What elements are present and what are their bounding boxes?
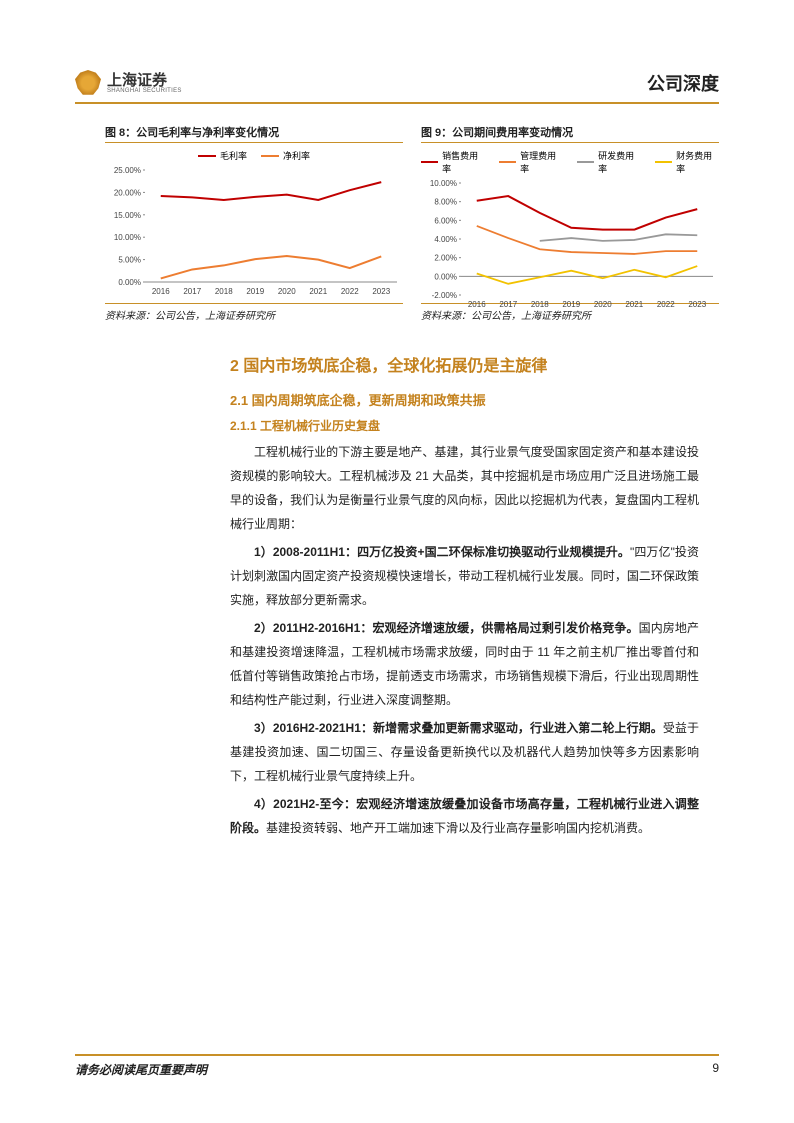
svg-text:2022: 2022 <box>341 287 359 296</box>
section-h3: 2.1 国内周期筑底企稳，更新周期和政策共振 <box>230 390 699 409</box>
page-number: 9 <box>712 1061 719 1078</box>
svg-text:2020: 2020 <box>278 287 296 296</box>
para-4-bold: 3）2016H2-2021H1：新增需求叠加更新需求驱动，行业进入第二轮上行期。 <box>254 721 663 735</box>
svg-text:2017: 2017 <box>499 300 517 309</box>
chart-9-panel: 图 9：公司期间费用率变动情况 销售费用率 管理费用率 研发费用率 财务费用率 -2.… <box>421 124 719 322</box>
legend-swatch <box>499 161 516 163</box>
footer-disclaimer: 请务必阅读尾页重要声明 <box>75 1061 207 1078</box>
legend-swatch <box>577 161 594 163</box>
chart-8-area: 毛利率 净利率 0.00% 5.00% 10.00% 15.00% 20.00% 25.00… <box>105 149 403 304</box>
para-4: 3）2016H2-2021H1：新增需求叠加更新需求驱动，行业进入第二轮上行期。… <box>230 716 699 788</box>
chart-9-title: 图 9：公司期间费用率变动情况 <box>421 124 719 143</box>
para-2-bold: 1）2008-2011H1：四万亿投资+国二环保标准切换驱动行业规模提升。 <box>254 545 630 559</box>
legend-label: 研发费用率 <box>598 149 641 175</box>
chart-8-panel: 图 8：公司毛利率与净利率变化情况 毛利率 净利率 0.00% 5.00% 10.00… <box>105 124 403 322</box>
svg-text:2022: 2022 <box>657 300 675 309</box>
para-2: 1）2008-2011H1：四万亿投资+国二环保标准切换驱动行业规模提升。"四万… <box>230 540 699 612</box>
legend-label: 销售费用率 <box>442 149 485 175</box>
document-type: 公司深度 <box>647 70 719 96</box>
svg-text:2017: 2017 <box>183 287 201 296</box>
legend-item: 管理费用率 <box>499 149 563 175</box>
chart-8-svg: 0.00% 5.00% 10.00% 15.00% 20.00% 25.00% 2016 20… <box>105 166 403 298</box>
chart-8-source: 资料来源：公司公告，上海证券研究所 <box>105 307 403 322</box>
page-header: 上海证券 SHANGHAI SECURITIES 公司深度 <box>75 70 719 104</box>
svg-text:10.00%: 10.00% <box>114 233 141 242</box>
legend-swatch <box>655 161 672 163</box>
para-3-bold: 2）2011H2-2016H1：宏观经济增速放缓，供需格局过剩引发价格竞争。 <box>254 621 639 635</box>
section-h2: 2 国内市场筑底企稳，全球化拓展仍是主旋律 <box>230 352 699 376</box>
para-3: 2）2011H2-2016H1：宏观经济增速放缓，供需格局过剩引发价格竞争。国内… <box>230 616 699 712</box>
chart-8-legend: 毛利率 净利率 <box>105 149 403 162</box>
chart-8-title: 图 8：公司毛利率与净利率变化情况 <box>105 124 403 143</box>
svg-text:2016: 2016 <box>468 300 486 309</box>
svg-text:2.00%: 2.00% <box>434 254 457 263</box>
svg-text:2019: 2019 <box>246 287 264 296</box>
page-footer: 请务必阅读尾页重要声明 9 <box>75 1054 719 1078</box>
legend-label: 净利率 <box>283 149 310 162</box>
svg-text:2020: 2020 <box>594 300 612 309</box>
svg-text:2023: 2023 <box>688 300 706 309</box>
section-h4: 2.1.1 工程机械行业历史复盘 <box>230 417 699 434</box>
svg-text:2018: 2018 <box>531 300 549 309</box>
chart-9-svg: -2.00% 0.00% 2.00% 4.00% 6.00% 8.00% 10.00% 201… <box>421 179 719 311</box>
svg-text:2018: 2018 <box>215 287 233 296</box>
para-5-text: 基建投资转弱、地产开工端加速下滑以及行业高存量影响国内挖机消费。 <box>266 821 650 835</box>
legend-label: 管理费用率 <box>520 149 563 175</box>
logo-en: SHANGHAI SECURITIES <box>107 88 182 94</box>
svg-text:10.00%: 10.00% <box>430 179 457 188</box>
para-5: 4）2021H2-至今：宏观经济增速放缓叠加设备市场高存量，工程机械行业进入调整… <box>230 792 699 840</box>
svg-text:0.00%: 0.00% <box>434 272 457 281</box>
svg-text:2021: 2021 <box>625 300 643 309</box>
legend-item: 毛利率 <box>198 149 247 162</box>
para-1: 工程机械行业的下游主要是地产、基建，其行业景气度受国家固定资产和基本建设投资规模… <box>230 440 699 536</box>
svg-text:25.00%: 25.00% <box>114 166 141 175</box>
svg-text:8.00%: 8.00% <box>434 198 457 207</box>
svg-text:0.00%: 0.00% <box>118 278 141 287</box>
svg-text:2016: 2016 <box>152 287 170 296</box>
legend-item: 财务费用率 <box>655 149 719 175</box>
legend-swatch <box>421 161 438 163</box>
charts-row: 图 8：公司毛利率与净利率变化情况 毛利率 净利率 0.00% 5.00% 10.00… <box>75 124 719 322</box>
legend-item: 净利率 <box>261 149 310 162</box>
legend-label: 财务费用率 <box>676 149 719 175</box>
body-content: 2 国内市场筑底企稳，全球化拓展仍是主旋律 2.1 国内周期筑底企稳，更新周期和… <box>230 352 699 840</box>
legend-swatch <box>198 155 216 157</box>
svg-text:4.00%: 4.00% <box>434 235 457 244</box>
svg-text:2023: 2023 <box>372 287 390 296</box>
svg-text:2021: 2021 <box>309 287 327 296</box>
logo: 上海证券 SHANGHAI SECURITIES <box>75 70 182 96</box>
chart-9-legend: 销售费用率 管理费用率 研发费用率 财务费用率 <box>421 149 719 175</box>
logo-cn: 上海证券 <box>107 73 182 88</box>
svg-text:2019: 2019 <box>562 300 580 309</box>
chart-9-area: 销售费用率 管理费用率 研发费用率 财务费用率 -2.00% 0.00% 2.00% 4.0… <box>421 149 719 304</box>
svg-text:-2.00%: -2.00% <box>432 291 457 300</box>
svg-text:15.00%: 15.00% <box>114 211 141 220</box>
logo-icon <box>75 70 101 96</box>
svg-text:6.00%: 6.00% <box>434 216 457 225</box>
svg-text:20.00%: 20.00% <box>114 188 141 197</box>
legend-label: 毛利率 <box>220 149 247 162</box>
legend-swatch <box>261 155 279 157</box>
svg-text:5.00%: 5.00% <box>118 256 141 265</box>
legend-item: 销售费用率 <box>421 149 485 175</box>
legend-item: 研发费用率 <box>577 149 641 175</box>
